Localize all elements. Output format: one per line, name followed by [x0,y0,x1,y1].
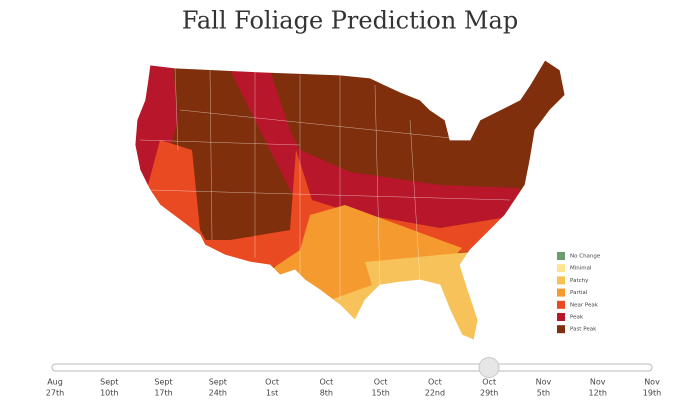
state-borders [139,67,511,300]
legend-label: Patchy [570,278,589,284]
timeline-day: 12th [589,389,607,398]
legend-swatch [557,313,565,321]
timeline-month: Oct [482,378,496,387]
us-map [135,60,565,340]
timeline-slider[interactable]: Aug 27th Sept 10th Sept 17th Sept 24th Oct 1st Oct… [46,357,661,398]
timeline-day: 19th [643,389,661,398]
timeline-month: Nov [536,378,552,387]
timeline-day: 17th [154,389,172,398]
slider-handle[interactable] [478,357,500,378]
title: Fall Foliage Prediction Map [182,7,518,35]
timeline-month: Oct [319,378,333,387]
legend-swatch [557,276,565,285]
timeline-day: 29th [480,389,498,398]
timeline-day: 5th [537,389,550,398]
legend-swatch [557,300,565,309]
legend-swatch [557,252,565,260]
region-partial [270,205,462,310]
timeline-day: 15th [371,389,389,398]
legend-swatch [557,264,565,273]
timeline-month: Oct [374,378,388,387]
slider-track [51,363,653,372]
timeline-month: Aug [47,378,63,387]
legend-label: Near Peak [570,302,599,308]
legend-label: Past Peak [570,327,597,333]
region-peak-west [135,60,178,225]
timeline-day: 22nd [425,389,445,398]
legend-label: Minimal [570,266,592,272]
timeline-month: Sept [100,378,118,387]
timeline-month: Nov [644,378,660,387]
legend-label: No Change [570,254,601,260]
us-outline [134,59,566,341]
timeline-month: Oct [265,378,279,387]
legend-label: Peak [570,315,584,321]
timeline-month: Sept [154,378,172,387]
timeline-day: 27th [46,389,64,398]
timeline-day: 1st [266,389,278,398]
legend-swatch [557,325,565,334]
legend-swatch [557,288,565,297]
timeline-month: Nov [590,378,606,387]
timeline-day: 10th [100,389,118,398]
timeline-day: 8th [320,389,333,398]
legend: No Change Minimal Patchy Partial Near Peak Pe… [557,252,601,334]
legend-label: Partial [570,290,588,296]
timeline-day: 24th [209,389,227,398]
timeline-month: Oct [428,378,442,387]
timeline-month: Sept [209,378,227,387]
